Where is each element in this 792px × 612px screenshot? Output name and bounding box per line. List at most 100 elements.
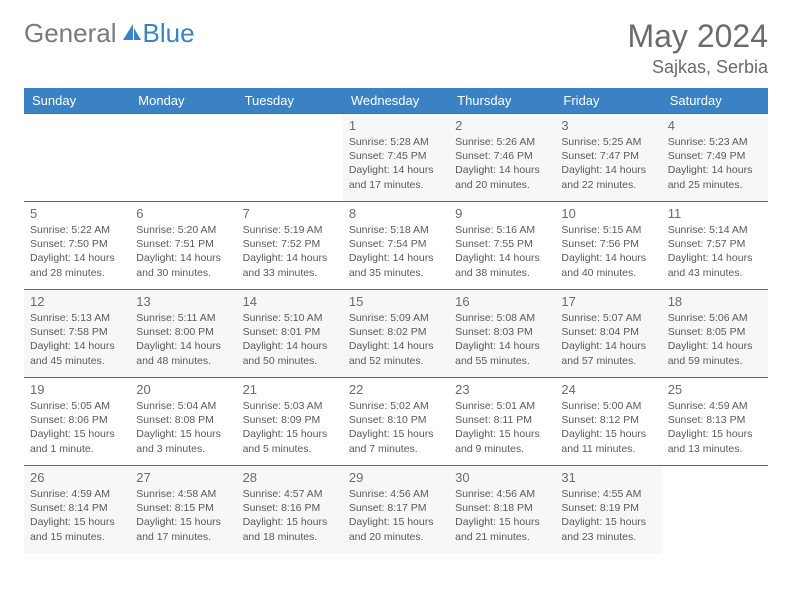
day-number: 14	[243, 294, 337, 309]
col-wednesday: Wednesday	[343, 88, 449, 114]
day-info: Sunrise: 4:55 AMSunset: 8:19 PMDaylight:…	[561, 487, 655, 544]
day-info: Sunrise: 5:11 AMSunset: 8:00 PMDaylight:…	[136, 311, 230, 368]
day-number: 18	[668, 294, 762, 309]
day-cell: 28Sunrise: 4:57 AMSunset: 8:16 PMDayligh…	[237, 466, 343, 554]
day-cell: 4Sunrise: 5:23 AMSunset: 7:49 PMDaylight…	[662, 114, 768, 202]
day-number: 5	[30, 206, 124, 221]
day-info: Sunrise: 5:08 AMSunset: 8:03 PMDaylight:…	[455, 311, 549, 368]
day-info: Sunrise: 5:00 AMSunset: 8:12 PMDaylight:…	[561, 399, 655, 456]
col-tuesday: Tuesday	[237, 88, 343, 114]
location-label: Sajkas, Serbia	[627, 57, 768, 78]
day-number: 2	[455, 118, 549, 133]
day-number: 13	[136, 294, 230, 309]
day-number: 23	[455, 382, 549, 397]
day-cell: 5 Sunrise: 5:22 AMSunset: 7:50 PMDaylight…	[24, 202, 130, 290]
brand-part2: Blue	[143, 18, 195, 49]
day-number: 16	[455, 294, 549, 309]
day-cell: 26 Sunrise: 4:59 AMSunset: 8:14 PMDayligh…	[24, 466, 130, 554]
day-info: Sunrise: 5:09 AMSunset: 8:02 PMDaylight:…	[349, 311, 443, 368]
col-sunday: Sunday	[24, 88, 130, 114]
day-cell: 2 Sunrise: 5:26 AMSunset: 7:46 PMDaylight…	[449, 114, 555, 202]
day-cell: 23Sunrise: 5:01 AMSunset: 8:11 PMDayligh…	[449, 378, 555, 466]
day-cell	[130, 114, 236, 202]
day-cell: 10 Sunrise: 5:15 AMSunset: 7:56 PMDayligh…	[555, 202, 661, 290]
day-info: Sunrise: 5:28 AMSunset: 7:45 PMDaylight:…	[349, 135, 443, 192]
day-info: Sunrise: 5:15 AMSunset: 7:56 PMDaylight:…	[561, 223, 655, 280]
title-block: May 2024 Sajkas, Serbia	[627, 18, 768, 78]
day-cell: 13 Sunrise: 5:11 AMSunset: 8:00 PMDayligh…	[130, 290, 236, 378]
day-cell: 19Sunrise: 5:05 AMSunset: 8:06 PMDayligh…	[24, 378, 130, 466]
day-number: 1	[349, 118, 443, 133]
day-number: 19	[30, 382, 124, 397]
day-number: 7	[243, 206, 337, 221]
day-info: Sunrise: 5:19 AMSunset: 7:52 PMDaylight:…	[243, 223, 337, 280]
day-cell	[237, 114, 343, 202]
day-cell: 21Sunrise: 5:03 AMSunset: 8:09 PMDayligh…	[237, 378, 343, 466]
col-friday: Friday	[555, 88, 661, 114]
day-info: Sunrise: 5:26 AMSunset: 7:46 PMDaylight:…	[455, 135, 549, 192]
week-row: 19Sunrise: 5:05 AMSunset: 8:06 PMDayligh…	[24, 378, 768, 466]
day-cell	[662, 466, 768, 554]
day-cell: 29 Sunrise: 4:56 AMSunset: 8:17 PMDayligh…	[343, 466, 449, 554]
day-number: 24	[561, 382, 655, 397]
day-number: 9	[455, 206, 549, 221]
day-info: Sunrise: 4:56 AMSunset: 8:17 PMDaylight:…	[349, 487, 443, 544]
day-info: Sunrise: 5:07 AMSunset: 8:04 PMDaylight:…	[561, 311, 655, 368]
day-cell: 1 Sunrise: 5:28 AMSunset: 7:45 PMDaylight…	[343, 114, 449, 202]
day-info: Sunrise: 4:58 AMSunset: 8:15 PMDaylight:…	[136, 487, 230, 544]
calendar-table: Sunday Monday Tuesday Wednesday Thursday…	[24, 88, 768, 554]
week-row: 12 Sunrise: 5:13 AMSunset: 7:58 PMDayligh…	[24, 290, 768, 378]
day-cell: 3 Sunrise: 5:25 AMSunset: 7:47 PMDaylight…	[555, 114, 661, 202]
day-header-row: Sunday Monday Tuesday Wednesday Thursday…	[24, 88, 768, 114]
day-number: 29	[349, 470, 443, 485]
day-cell: 22Sunrise: 5:02 AMSunset: 8:10 PMDayligh…	[343, 378, 449, 466]
day-info: Sunrise: 5:22 AMSunset: 7:50 PMDaylight:…	[30, 223, 124, 280]
day-cell: 24 Sunrise: 5:00 AMSunset: 8:12 PMDayligh…	[555, 378, 661, 466]
brand-part1: General	[24, 18, 117, 49]
day-cell	[24, 114, 130, 202]
day-cell: 25 Sunrise: 4:59 AMSunset: 8:13 PMDayligh…	[662, 378, 768, 466]
day-cell: 12 Sunrise: 5:13 AMSunset: 7:58 PMDayligh…	[24, 290, 130, 378]
day-info: Sunrise: 4:59 AMSunset: 8:14 PMDaylight:…	[30, 487, 124, 544]
day-number: 25	[668, 382, 762, 397]
day-info: Sunrise: 4:59 AMSunset: 8:13 PMDaylight:…	[668, 399, 762, 456]
day-cell: 9 Sunrise: 5:16 AMSunset: 7:55 PMDaylight…	[449, 202, 555, 290]
day-cell: 11Sunrise: 5:14 AMSunset: 7:57 PMDayligh…	[662, 202, 768, 290]
day-number: 4	[668, 118, 762, 133]
day-cell: 17Sunrise: 5:07 AMSunset: 8:04 PMDayligh…	[555, 290, 661, 378]
day-number: 27	[136, 470, 230, 485]
week-row: 26 Sunrise: 4:59 AMSunset: 8:14 PMDayligh…	[24, 466, 768, 554]
day-number: 26	[30, 470, 124, 485]
day-info: Sunrise: 5:25 AMSunset: 7:47 PMDaylight:…	[561, 135, 655, 192]
day-cell: 6Sunrise: 5:20 AMSunset: 7:51 PMDaylight…	[130, 202, 236, 290]
day-info: Sunrise: 5:06 AMSunset: 8:05 PMDaylight:…	[668, 311, 762, 368]
month-title: May 2024	[627, 18, 768, 55]
day-info: Sunrise: 4:56 AMSunset: 8:18 PMDaylight:…	[455, 487, 549, 544]
day-info: Sunrise: 5:13 AMSunset: 7:58 PMDaylight:…	[30, 311, 124, 368]
day-number: 30	[455, 470, 549, 485]
day-number: 22	[349, 382, 443, 397]
day-cell: 15 Sunrise: 5:09 AMSunset: 8:02 PMDayligh…	[343, 290, 449, 378]
day-cell: 31Sunrise: 4:55 AMSunset: 8:19 PMDayligh…	[555, 466, 661, 554]
day-number: 6	[136, 206, 230, 221]
day-cell: 20Sunrise: 5:04 AMSunset: 8:08 PMDayligh…	[130, 378, 236, 466]
day-number: 8	[349, 206, 443, 221]
day-info: Sunrise: 5:18 AMSunset: 7:54 PMDaylight:…	[349, 223, 443, 280]
day-info: Sunrise: 5:10 AMSunset: 8:01 PMDaylight:…	[243, 311, 337, 368]
day-cell: 16 Sunrise: 5:08 AMSunset: 8:03 PMDayligh…	[449, 290, 555, 378]
col-thursday: Thursday	[449, 88, 555, 114]
day-cell: 14 Sunrise: 5:10 AMSunset: 8:01 PMDayligh…	[237, 290, 343, 378]
sail-icon	[121, 18, 143, 49]
day-info: Sunrise: 4:57 AMSunset: 8:16 PMDaylight:…	[243, 487, 337, 544]
day-number: 21	[243, 382, 337, 397]
page-header: General Blue May 2024 Sajkas, Serbia	[24, 18, 768, 78]
day-cell: 7 Sunrise: 5:19 AMSunset: 7:52 PMDaylight…	[237, 202, 343, 290]
day-info: Sunrise: 5:16 AMSunset: 7:55 PMDaylight:…	[455, 223, 549, 280]
day-cell: 8 Sunrise: 5:18 AMSunset: 7:54 PMDaylight…	[343, 202, 449, 290]
day-number: 15	[349, 294, 443, 309]
day-cell: 30 Sunrise: 4:56 AMSunset: 8:18 PMDayligh…	[449, 466, 555, 554]
day-number: 10	[561, 206, 655, 221]
day-number: 3	[561, 118, 655, 133]
day-number: 20	[136, 382, 230, 397]
day-number: 12	[30, 294, 124, 309]
